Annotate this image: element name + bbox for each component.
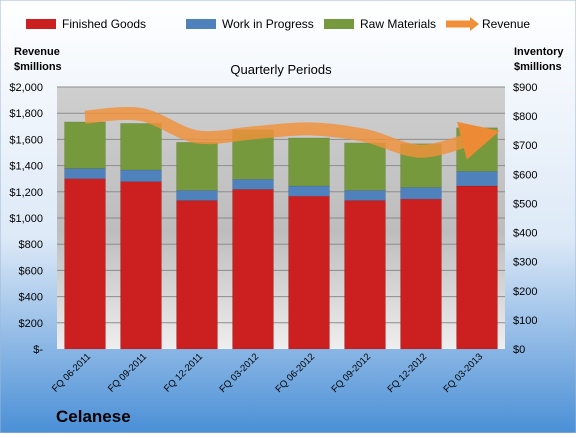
bar-finished-goods xyxy=(120,181,162,350)
revenue-line-group xyxy=(84,106,500,160)
bar-finished-goods xyxy=(400,198,442,350)
left-tick-label: $200 xyxy=(19,318,43,330)
left-tick-label: $1,200 xyxy=(9,187,43,199)
right-tick-label: $500 xyxy=(513,198,537,210)
bar-raw-materials xyxy=(456,127,498,172)
bar-raw-materials xyxy=(64,121,106,169)
bar-work-in-progress xyxy=(120,169,162,182)
bar-work-in-progress xyxy=(232,179,274,190)
bar-work-in-progress xyxy=(400,187,442,200)
chart-subtitle: Quarterly Periods xyxy=(230,62,332,77)
bar-finished-goods xyxy=(288,195,330,350)
legend-label: Raw Materials xyxy=(360,17,436,31)
bar-work-in-progress xyxy=(456,171,498,187)
right-tick-label: $900 xyxy=(513,82,537,94)
left-axis-title-line1: Revenue xyxy=(14,46,60,58)
right-tick-label: $100 xyxy=(513,315,537,327)
left-axis-title-line2: $millions xyxy=(14,61,62,73)
legend-arrow-icon xyxy=(470,17,479,31)
legend-swatch-work-in-progress xyxy=(186,19,216,29)
right-tick-label: $700 xyxy=(513,140,537,152)
bar-finished-goods xyxy=(64,178,106,350)
legend-label: Work in Progress xyxy=(222,17,314,31)
series-line-revenue xyxy=(84,106,500,160)
bar-finished-goods xyxy=(232,189,274,350)
right-axis-title-line2: $millions xyxy=(514,61,562,73)
bar-finished-goods xyxy=(344,200,386,350)
legend-label: Finished Goods xyxy=(62,17,146,31)
bar-work-in-progress xyxy=(64,168,106,179)
bars xyxy=(64,121,498,350)
right-tick-label: $800 xyxy=(513,111,537,123)
bar-raw-materials xyxy=(120,123,162,171)
bar-work-in-progress xyxy=(344,190,386,201)
right-tick-label: $600 xyxy=(513,169,537,181)
left-tick-label: $1,000 xyxy=(9,213,43,225)
right-axis-ticks: $0 $100 $200 $300 $400 $500 $600 $700 $800 $900 xyxy=(513,82,537,356)
company-name: Celanese xyxy=(56,407,131,426)
bar-finished-goods xyxy=(456,185,498,350)
bar-raw-materials xyxy=(288,137,330,187)
bar-work-in-progress xyxy=(288,185,330,197)
bar-finished-goods xyxy=(176,200,218,350)
right-tick-label: $200 xyxy=(513,286,537,298)
left-tick-label: $- xyxy=(33,344,43,356)
left-tick-label: $1,400 xyxy=(9,161,43,173)
left-tick-label: $1,600 xyxy=(9,134,43,146)
left-tick-label: $1,800 xyxy=(9,108,43,120)
right-axis-title-line1: Inventory xyxy=(514,46,564,58)
left-tick-label: $600 xyxy=(19,265,43,277)
bar-raw-materials xyxy=(344,142,386,191)
left-tick-label: $800 xyxy=(19,239,43,251)
left-axis-ticks: $- $200 $400 $600 $800 $1,000 $1,200 $1,400 $1,6… xyxy=(9,82,43,356)
left-tick-label: $2,000 xyxy=(9,82,43,94)
legend-swatch-raw-materials xyxy=(324,19,354,29)
left-tick-label: $400 xyxy=(19,292,43,304)
right-tick-label: $300 xyxy=(513,257,537,269)
bar-work-in-progress xyxy=(176,190,218,201)
bar-raw-materials xyxy=(176,142,218,191)
legend-swatch-finished-goods xyxy=(26,19,56,29)
right-tick-label: $0 xyxy=(513,344,525,356)
right-tick-label: $400 xyxy=(513,228,537,240)
legend-label: Revenue xyxy=(482,17,530,31)
legend: Finished Goods Work in Progress Raw Materi… xyxy=(26,17,530,31)
